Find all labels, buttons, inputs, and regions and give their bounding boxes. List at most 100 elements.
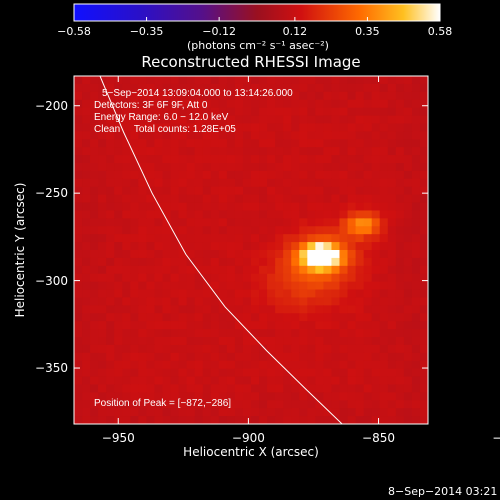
heatmap-cell [379, 329, 389, 338]
heatmap-cell [186, 210, 196, 219]
heatmap-cell [395, 337, 405, 346]
heatmap-cell [395, 250, 405, 259]
heatmap-cell [267, 178, 276, 188]
heatmap-cell [74, 321, 83, 330]
heatmap-cell [371, 257, 381, 267]
heatmap-cell [403, 218, 413, 227]
heatmap-cell [130, 76, 139, 85]
heatmap-cell [315, 313, 324, 322]
heatmap-cell [419, 91, 428, 101]
heatmap-cell [419, 202, 428, 211]
heatmap-cell [106, 376, 115, 385]
heatmap-cell [210, 139, 220, 148]
heatmap-cell [226, 273, 236, 283]
heatmap-cell [130, 107, 139, 116]
heatmap-cell [194, 76, 204, 85]
heatmap-cell [194, 321, 204, 330]
heatmap-cell [98, 139, 107, 148]
heatmap-cell [411, 99, 421, 109]
heatmap-cell [98, 163, 107, 172]
heatmap-cell [202, 76, 212, 85]
heatmap-cell [218, 416, 228, 424]
heatmap-cell [202, 107, 212, 116]
heatmap-cell [387, 265, 397, 275]
heatmap-cell [106, 289, 115, 298]
heatmap-cell [323, 91, 332, 101]
heatmap-cell [267, 170, 276, 180]
heatmap-cell [210, 352, 220, 362]
heatmap-cell [130, 281, 139, 290]
heatmap-cell [339, 218, 348, 227]
heatmap-cell [162, 234, 171, 243]
heatmap-cell [371, 289, 381, 298]
heatmap-cell [122, 234, 131, 243]
heatmap-cell [315, 321, 324, 330]
heatmap-cell [146, 218, 155, 227]
heatmap-cell [323, 289, 332, 298]
heatmap-cell [146, 368, 155, 377]
heatmap-cell [419, 76, 428, 85]
heatmap-cell [210, 99, 220, 109]
heatmap-cell [275, 107, 284, 116]
heatmap-cell [242, 384, 252, 393]
heatmap-cell [186, 115, 196, 124]
heatmap-cell [234, 234, 244, 243]
heatmap-cell [275, 250, 284, 259]
heatmap-cell [251, 384, 260, 393]
heatmap-cell [331, 76, 340, 85]
heatmap-cell [323, 384, 332, 393]
heatmap-cell [259, 265, 268, 275]
heatmap-cell [210, 281, 220, 290]
heatmap-cell [210, 131, 220, 140]
heatmap-cell [379, 123, 389, 132]
heatmap-cell [114, 178, 123, 188]
heatmap-cell [347, 321, 356, 330]
heatmap-cell [283, 250, 292, 259]
heatmap-cell [339, 202, 348, 211]
heatmap-cell [411, 360, 421, 370]
heatmap-cell [74, 297, 83, 306]
heatmap-cell [267, 218, 276, 227]
heatmap-cell [371, 163, 381, 172]
heatmap-cell [419, 416, 428, 424]
heatmap-cell [170, 368, 179, 377]
heatmap-cell [234, 178, 244, 188]
heatmap-cell [339, 368, 348, 377]
heatmap-cell [267, 194, 276, 203]
heatmap-cell [138, 344, 147, 354]
heatmap-cell [202, 83, 212, 93]
heatmap-cell [122, 329, 131, 338]
heatmap-cell [259, 76, 268, 85]
heatmap-cell [283, 368, 292, 377]
heatmap-cell [114, 352, 123, 362]
heatmap-cell [122, 115, 131, 124]
heatmap-cell [291, 392, 300, 401]
heatmap-cell [122, 321, 131, 330]
heatmap-cell [170, 384, 179, 393]
heatmap-cell [371, 250, 381, 259]
heatmap-cell [146, 178, 155, 188]
heatmap-cell [242, 250, 252, 259]
heatmap-cell [267, 76, 276, 85]
heatmap-cell [138, 226, 147, 235]
heatmap-cell [331, 408, 340, 417]
heatmap-cell [403, 289, 413, 298]
heatmap-cell [323, 416, 332, 424]
heatmap-cell [178, 242, 188, 251]
heatmap-cell [291, 155, 300, 164]
heatmap-cell [130, 408, 139, 417]
heatmap-cell [178, 352, 188, 362]
heatmap-cell [130, 305, 139, 314]
heatmap-cell [218, 186, 228, 196]
heatmap-cell [226, 368, 236, 377]
heatmap-cell [387, 337, 397, 346]
heatmap-cell [315, 408, 324, 417]
heatmap-cell [114, 337, 123, 346]
heatmap-cell [114, 218, 123, 227]
heatmap-cell [307, 242, 316, 251]
heatmap-cell [74, 139, 83, 148]
heatmap-cell [371, 178, 381, 188]
heatmap-cell [363, 408, 373, 417]
heatmap-cell [90, 329, 99, 338]
heatmap-cell [234, 131, 244, 140]
